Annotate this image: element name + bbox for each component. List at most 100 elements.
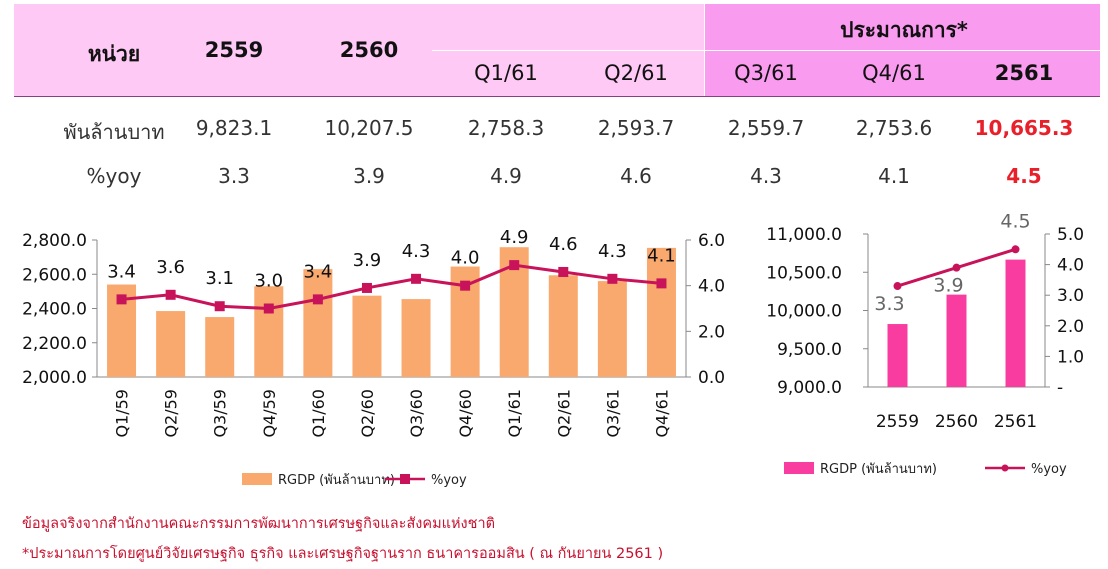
left-tick-label: 2,800.0 — [22, 231, 87, 251]
left-tick-label: 2,600.0 — [22, 265, 87, 285]
right-tick-label: 5.0 — [1057, 225, 1084, 245]
right-tick-label: 6.0 — [698, 231, 725, 251]
yoy-data-label: 3.3 — [874, 293, 904, 315]
yoy-point — [656, 278, 667, 289]
row-label-yoy: %yoy — [86, 164, 142, 188]
amount-2560: 10,207.5 — [324, 116, 414, 140]
bar — [597, 281, 627, 377]
yoy-data-label: 4.3 — [402, 241, 431, 262]
yoy-data-label: 3.4 — [107, 261, 136, 282]
legend-bar-swatch — [242, 473, 272, 485]
yoy-data-label: 3.4 — [304, 261, 333, 282]
row-label-amount: พันล้านบาท — [63, 120, 165, 144]
gdp-table: หน่วย 2559 2560 Q1/61 Q2/61 Q3/61 Q4/61 … — [14, 4, 1100, 200]
yoy-2560: 3.9 — [353, 164, 385, 188]
category-label: 2559 — [876, 412, 919, 432]
yoy-point — [165, 289, 176, 300]
bar — [401, 299, 431, 377]
left-tick-label: 9,000.0 — [777, 378, 842, 398]
right-tick-label: 4.0 — [1057, 256, 1084, 276]
bar — [352, 295, 382, 377]
category-label: Q3/59 — [211, 389, 230, 438]
header-q2-61: Q2/61 — [604, 61, 668, 85]
yoy-q3-61: 4.3 — [750, 164, 782, 188]
category-label: Q2/60 — [358, 389, 377, 438]
right-tick-label: 4.0 — [698, 277, 725, 297]
category-label: Q2/59 — [162, 389, 181, 438]
left-tick-label: 9,500.0 — [777, 340, 842, 360]
left-tick-label: 10,500.0 — [766, 263, 842, 283]
category-label: Q4/60 — [456, 389, 475, 438]
amount-2559: 9,823.1 — [195, 116, 273, 140]
category-label: Q1/60 — [309, 389, 328, 438]
right-tick-label: 1.0 — [1057, 347, 1084, 367]
left-tick-label: 2,200.0 — [22, 334, 87, 354]
category-label: 2560 — [935, 412, 978, 432]
unit-header: หน่วย — [87, 42, 141, 66]
yoy-point — [607, 273, 618, 284]
legend-line-marker — [400, 474, 410, 484]
category-label: Q3/60 — [407, 389, 426, 438]
yoy-point — [263, 303, 274, 314]
category-label: Q4/61 — [652, 389, 671, 438]
bar — [205, 317, 235, 377]
yoy-point — [361, 282, 372, 293]
category-label: Q3/61 — [603, 389, 622, 438]
right-tick-label: 2.0 — [698, 322, 725, 342]
yoy-data-label: 4.5 — [1000, 210, 1030, 232]
legend-bar-swatch — [784, 462, 814, 474]
footnote-source: ข้อมูลจริงจากสำนักงานคณะกรรมการพัฒนาการเ… — [22, 516, 496, 532]
yoy-point — [558, 266, 569, 277]
category-label: Q4/59 — [260, 389, 279, 438]
amount-q1-61: 2,758.3 — [467, 116, 545, 140]
yoy-q4-61: 4.1 — [878, 164, 910, 188]
footnote-estimate: *ประมาณการโดยศูนย์วิจัยเศรษฐกิจ ธุรกิจ แ… — [22, 546, 664, 562]
yoy-point — [952, 263, 961, 272]
amount-q3-61: 2,559.7 — [727, 116, 805, 140]
right-tick-label: 0.0 — [698, 368, 725, 388]
yoy-data-label: 4.3 — [598, 241, 627, 262]
amount-q2-61: 2,593.7 — [597, 116, 675, 140]
yoy-point — [116, 294, 127, 305]
header-q4-61: Q4/61 — [862, 61, 926, 85]
legend-line-label: %yoy — [431, 473, 467, 488]
left-tick-label: 2,000.0 — [22, 368, 87, 388]
yoy-2561: 4.5 — [1006, 164, 1042, 188]
category-label: Q1/61 — [505, 389, 524, 438]
bar — [946, 294, 967, 387]
amount-2561: 10,665.3 — [974, 116, 1074, 140]
yoy-point — [509, 260, 520, 271]
yoy-q2-61: 4.6 — [620, 164, 652, 188]
yoy-data-label: 3.6 — [156, 257, 185, 278]
legend-bar-label: RGDP (พันล้านบาท) — [820, 462, 937, 477]
yoy-data-label: 3.9 — [933, 275, 963, 297]
table-header-rule — [14, 96, 1100, 97]
yoy-point — [312, 294, 323, 305]
category-label: Q1/59 — [113, 389, 132, 438]
bar — [887, 324, 908, 387]
yoy-data-label: 3.9 — [353, 250, 382, 271]
header-2561: 2561 — [994, 61, 1054, 85]
right-tick-label: 2.0 — [1057, 317, 1084, 337]
bar — [1005, 259, 1026, 387]
bar — [156, 311, 186, 377]
bar — [646, 247, 676, 377]
yoy-point — [460, 280, 471, 291]
yoy-data-label: 4.0 — [451, 248, 480, 269]
yoy-data-label: 3.0 — [254, 271, 283, 292]
yoy-data-label: 4.9 — [500, 227, 529, 248]
yoy-line — [121, 263, 662, 311]
left-tick-label: 2,400.0 — [22, 300, 87, 320]
legend-bar-label: RGDP (พันล้านบาท) — [278, 473, 395, 488]
yoy-data-label: 4.1 — [647, 245, 676, 266]
legend-line-marker — [1001, 464, 1009, 472]
left-tick-label: 10,000.0 — [766, 302, 842, 322]
bar — [254, 286, 284, 377]
yoy-point — [1011, 245, 1020, 254]
yoy-data-label: 4.6 — [549, 234, 578, 255]
left-tick-label: 11,000.0 — [766, 225, 842, 245]
bar — [548, 275, 578, 377]
estimate-header: ประมาณการ* — [840, 18, 968, 42]
legend-line-label: %yoy — [1031, 462, 1067, 477]
